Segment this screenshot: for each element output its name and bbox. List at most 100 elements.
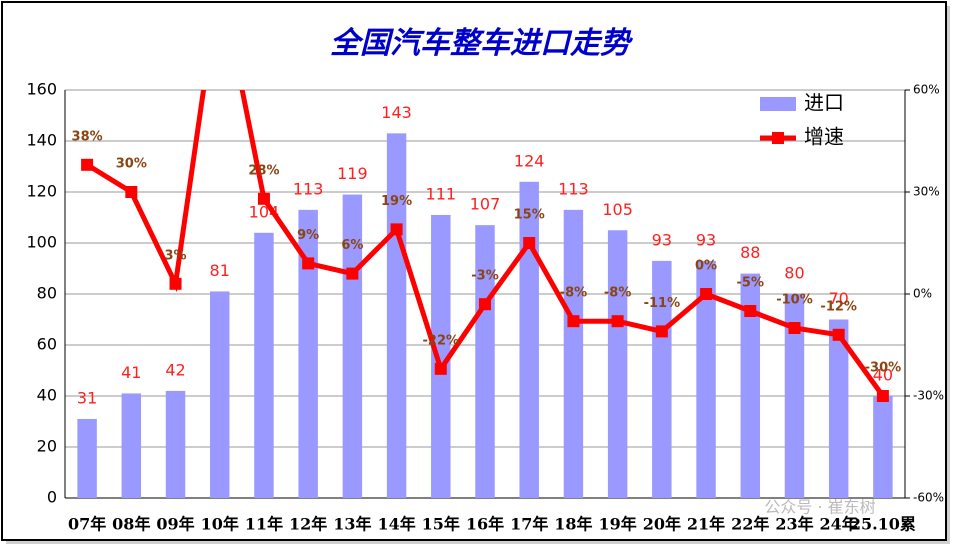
y-tick-label: 120	[26, 182, 57, 201]
line-value-label: 38%	[72, 129, 103, 144]
x-tick-label: 18年	[554, 515, 592, 534]
line-marker	[788, 322, 801, 334]
x-tick-label: 21年	[687, 515, 725, 534]
y2-tick-label: 60%	[913, 83, 940, 97]
bar-value-label: 113	[293, 179, 324, 198]
line-marker	[523, 237, 536, 249]
bar	[431, 214, 451, 498]
legend-swatch	[760, 97, 796, 111]
bar-value-label: 143	[381, 103, 412, 122]
x-tick-label: 24年	[820, 515, 858, 534]
line-marker	[700, 288, 713, 300]
line-marker	[567, 315, 580, 328]
line-marker	[346, 267, 359, 280]
line-value-label: 19%	[381, 194, 412, 209]
line-value-label: -8%	[604, 286, 631, 301]
line-value-label: 28%	[248, 163, 279, 178]
x-tick-label: 20年	[643, 515, 681, 534]
line-marker	[81, 158, 94, 171]
line-marker	[257, 192, 270, 205]
line-marker	[302, 257, 315, 270]
bar-value-label: 107	[470, 195, 501, 214]
x-tick-label: 14年	[377, 515, 415, 534]
y-tick-label: 140	[26, 131, 57, 150]
bar-value-label: 41	[121, 363, 141, 382]
line-value-label: 30%	[116, 157, 147, 172]
bar	[784, 294, 805, 498]
bar-value-label: 119	[337, 164, 368, 183]
y-tick-label: 160	[26, 80, 57, 99]
line-marker	[832, 328, 845, 341]
bar-value-label: 40	[873, 366, 893, 385]
y2-tick-label: 30%	[913, 185, 940, 199]
bar	[519, 181, 539, 499]
bar-value-label: 93	[652, 230, 672, 249]
bar-value-label: 124	[514, 151, 545, 170]
line-marker	[125, 186, 138, 198]
bar	[386, 133, 407, 498]
line-value-label: 3%	[164, 248, 186, 263]
bar	[607, 230, 628, 498]
bar-value-label: 111	[426, 184, 457, 203]
bar	[254, 232, 274, 499]
y2-tick-label: -60%	[913, 491, 944, 505]
line-value-label: -3%	[471, 269, 498, 284]
bar-value-label: 113	[558, 179, 589, 198]
bar-value-label: 42	[165, 360, 185, 379]
y2-tick-label: 0%	[913, 287, 932, 301]
y-tick-label: 0	[47, 488, 57, 507]
bar	[828, 319, 849, 498]
bar	[298, 209, 318, 498]
legend-label: 增速	[804, 125, 844, 149]
bar	[696, 260, 716, 498]
x-tick-label: 09年	[156, 515, 194, 534]
bar	[121, 393, 142, 498]
line-marker	[479, 298, 491, 311]
y-tick-label: 100	[26, 233, 57, 252]
line-value-label: -5%	[737, 276, 764, 291]
line-marker	[744, 305, 757, 317]
bar-value-label: 93	[696, 230, 716, 249]
chart-title: 全国汽车整车进口走势	[330, 26, 634, 61]
line-value-label: 0%	[695, 259, 717, 274]
bar	[563, 209, 584, 498]
line-value-label: -10%	[776, 293, 813, 308]
bar-value-label: 105	[602, 200, 633, 219]
bar-value-label: 31	[77, 388, 97, 407]
y-tick-label: 80	[37, 284, 57, 303]
line-marker	[390, 223, 403, 236]
line-marker	[434, 362, 447, 375]
line-value-label: -11%	[644, 296, 681, 311]
bar	[873, 396, 893, 498]
x-tick-label: 25.10累	[850, 515, 916, 534]
line-value-label: -30%	[865, 361, 902, 376]
line-value-label: -22%	[423, 333, 460, 348]
x-tick-label: 10年	[201, 515, 239, 534]
y-tick-label: 40	[37, 386, 57, 405]
x-tick-label: 08年	[112, 515, 150, 534]
line-group	[81, 90, 889, 402]
x-tick-label: 19年	[598, 515, 636, 534]
line-marker	[611, 315, 624, 328]
x-tick-label: 15年	[422, 515, 460, 534]
line-marker	[876, 390, 889, 402]
x-tick-label: 16年	[466, 515, 504, 534]
legend-swatch	[772, 132, 784, 144]
bar	[475, 225, 495, 498]
line-marker	[169, 277, 182, 290]
line-value-label: -12%	[820, 299, 857, 314]
y-tick-label: 60	[37, 335, 57, 354]
x-tick-label: 11年	[245, 515, 283, 534]
bar	[210, 291, 230, 498]
x-tick-label: 12年	[289, 515, 327, 534]
bar	[652, 260, 672, 498]
bar	[740, 273, 760, 498]
x-tick-label: 13年	[333, 515, 371, 534]
line-marker	[655, 325, 668, 338]
x-tick-label: 17年	[510, 515, 548, 534]
line-value-label: 15%	[514, 208, 545, 223]
line-value-label: 9%	[297, 228, 319, 243]
bar-value-label: 81	[210, 261, 230, 280]
legend-label: 进口	[804, 91, 844, 115]
